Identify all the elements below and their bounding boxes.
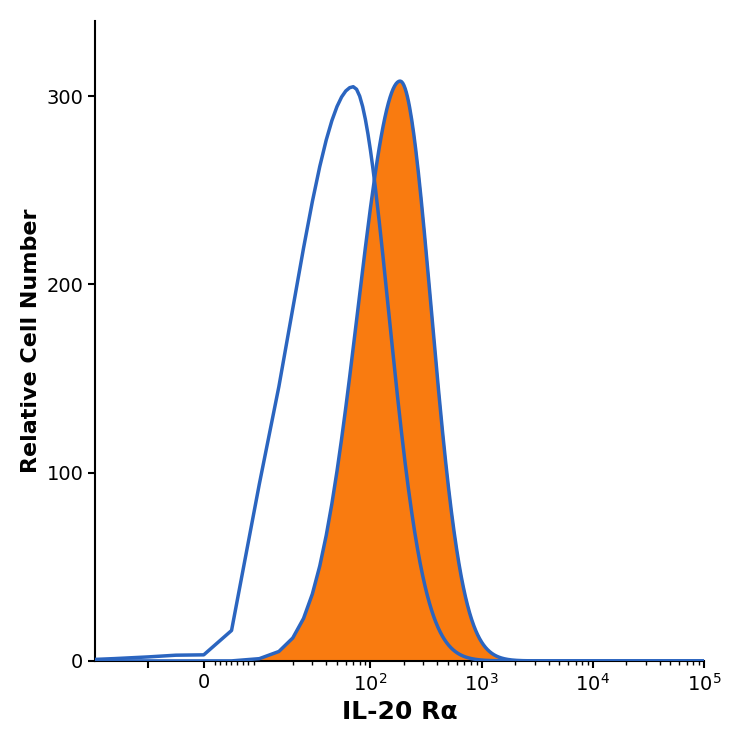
X-axis label: IL-20 Rα: IL-20 Rα <box>341 700 457 724</box>
Y-axis label: Relative Cell Number: Relative Cell Number <box>21 209 41 473</box>
